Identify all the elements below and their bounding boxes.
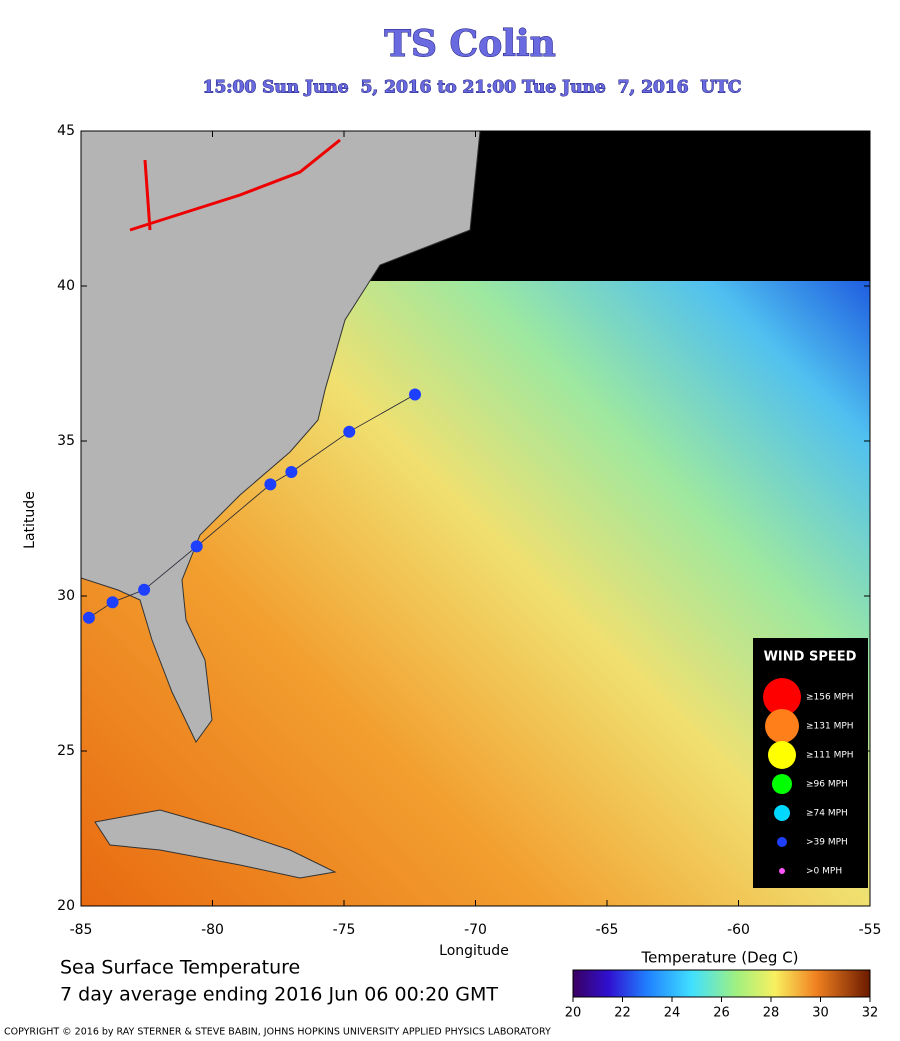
legend-label: ≥96 MPH xyxy=(806,780,848,790)
y-tick-label: 20 xyxy=(57,898,75,914)
legend-label: >0 MPH xyxy=(806,867,842,877)
y-axis-label: Latitude xyxy=(22,491,38,549)
footer-line: Sea Surface Temperature xyxy=(60,957,300,979)
x-tick-label: -70 xyxy=(464,922,487,938)
legend-label: ≥74 MPH xyxy=(806,809,848,819)
y-tick-label: 30 xyxy=(57,588,75,604)
legend-swatch xyxy=(777,837,787,847)
x-axis-label: Longitude xyxy=(439,943,509,959)
colorbar-tick-label: 30 xyxy=(812,1006,829,1021)
colorbar xyxy=(572,969,871,998)
border xyxy=(129,138,341,232)
y-tick-label: 45 xyxy=(57,123,75,139)
y-tick-label: 40 xyxy=(57,278,75,294)
x-tick-label: -55 xyxy=(859,922,882,938)
x-tick-label: -85 xyxy=(70,922,93,938)
colorbar-title: Temperature (Deg C) xyxy=(640,949,798,967)
colorbar-tick-label: 28 xyxy=(763,1006,780,1021)
track-point xyxy=(285,466,298,478)
cuba xyxy=(94,809,337,879)
legend-swatch xyxy=(774,805,790,821)
legend-swatch xyxy=(779,868,785,874)
legend-label: ≥156 MPH xyxy=(806,693,854,703)
x-tick-label: -75 xyxy=(333,922,356,938)
legend-swatch xyxy=(765,709,799,743)
track-point xyxy=(106,596,119,609)
track-point xyxy=(190,540,203,553)
subtitle: 15:00 Sun June 5, 2016 to 21:00 Tue June… xyxy=(203,78,742,98)
track-point xyxy=(264,478,277,491)
legend-swatch xyxy=(763,678,801,716)
legend-label: ≥131 MPH xyxy=(806,722,854,732)
track-point xyxy=(82,611,95,624)
copyright: COPYRIGHT © 2016 by RAY STERNER & STEVE … xyxy=(4,1027,551,1038)
legend-swatch xyxy=(772,774,792,794)
track-point xyxy=(409,388,422,401)
y-tick-label: 25 xyxy=(57,743,75,759)
legend-label: >39 MPH xyxy=(806,838,848,848)
legend-box xyxy=(753,638,868,888)
x-tick-label: -80 xyxy=(201,922,224,938)
footer-line: 7 day average ending 2016 Jun 06 00:20 G… xyxy=(60,984,498,1006)
colorbar-tick-label: 24 xyxy=(664,1006,681,1021)
colorbar-tick-label: 32 xyxy=(862,1006,879,1021)
map-area xyxy=(81,131,870,906)
legend-label: ≥111 MPH xyxy=(806,751,854,761)
land xyxy=(81,131,481,743)
track-point xyxy=(343,425,356,438)
title: TS Colin xyxy=(384,23,556,65)
legend: WIND SPEED xyxy=(753,638,868,888)
x-tick-label: -60 xyxy=(727,922,750,938)
legend-swatch xyxy=(768,741,796,769)
colorbar-tick-label: 22 xyxy=(614,1006,631,1021)
colorbar-tick-label: 20 xyxy=(565,1006,582,1021)
track-point xyxy=(138,583,151,596)
x-tick-label: -65 xyxy=(596,922,619,938)
y-tick-label: 35 xyxy=(57,433,75,449)
legend-title: WIND SPEED xyxy=(764,650,857,665)
colorbar-tick-label: 26 xyxy=(713,1006,730,1021)
